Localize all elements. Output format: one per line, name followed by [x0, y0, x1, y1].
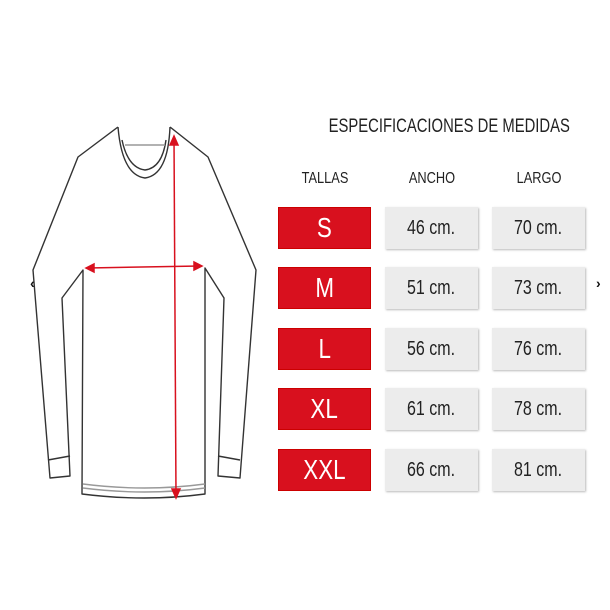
width-cell: 46 cm.	[385, 207, 478, 249]
width-measure-line	[87, 265, 201, 269]
size-value: XXL	[303, 454, 346, 485]
size-cell: XL	[278, 388, 371, 430]
length-cell: 70 cm.	[492, 207, 585, 249]
size-value: M	[315, 272, 334, 303]
size-cell: XXL	[278, 449, 371, 491]
chevron-right-icon: ›	[596, 275, 601, 291]
width-value: 51 cm.	[407, 276, 456, 299]
length-measure-line	[173, 137, 177, 497]
size-cell: S	[278, 207, 371, 249]
length-value: 73 cm.	[514, 276, 563, 299]
length-value: 70 cm.	[514, 216, 563, 239]
width-value: 46 cm.	[407, 216, 456, 239]
size-value: XL	[310, 393, 339, 424]
shirt-outline	[32, 126, 257, 499]
width-value: 56 cm.	[407, 337, 456, 360]
length-value: 81 cm.	[514, 458, 563, 481]
width-value: 61 cm.	[407, 397, 456, 420]
size-cell: L	[278, 328, 371, 370]
length-cell: 78 cm.	[492, 388, 585, 430]
length-value: 78 cm.	[514, 397, 563, 420]
header-width: ANCHO	[408, 170, 456, 187]
header-sizes: TALLAS	[301, 170, 349, 187]
chevron-left-icon: ‹	[30, 275, 35, 291]
width-cell: 61 cm.	[385, 388, 478, 430]
length-cell: 76 cm.	[492, 328, 585, 370]
shirt-diagram	[32, 126, 257, 500]
width-cell: 56 cm.	[385, 328, 478, 370]
right-cuff	[217, 455, 241, 461]
collar	[117, 126, 171, 179]
size-value: L	[318, 333, 331, 364]
width-cell: 51 cm.	[385, 267, 478, 309]
size-value: S	[317, 212, 332, 243]
carousel-next-button[interactable]: ›	[596, 275, 601, 291]
length-cell: 81 cm.	[492, 449, 585, 491]
size-cell: M	[278, 267, 371, 309]
hem	[82, 483, 206, 489]
length-value: 76 cm.	[514, 337, 563, 360]
width-cell: 66 cm.	[385, 449, 478, 491]
left-cuff	[47, 455, 71, 461]
carousel-prev-button[interactable]: ‹	[30, 275, 35, 291]
width-value: 66 cm.	[407, 458, 456, 481]
length-cell: 73 cm.	[492, 267, 585, 309]
chart-title: ESPECIFICACIONES DE MEDIDAS	[328, 116, 570, 137]
header-length: LARGO	[516, 170, 562, 187]
